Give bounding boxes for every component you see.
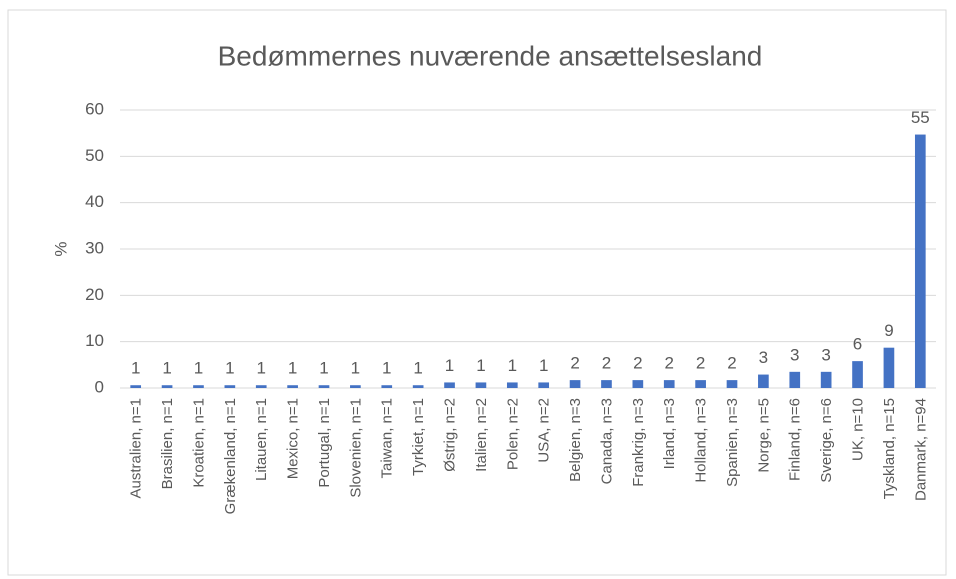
- x-tick-label: Litauen, n=1: [253, 398, 270, 481]
- data-label: 55: [911, 108, 930, 127]
- bar: [914, 134, 926, 388]
- y-tick-label: 20: [85, 285, 104, 304]
- data-label: 3: [759, 348, 768, 367]
- data-label: 2: [570, 354, 579, 373]
- x-tick-label: Irland, n=3: [661, 398, 678, 469]
- x-tick-label: Frankrig, n=3: [630, 398, 647, 487]
- data-label: 3: [790, 345, 799, 364]
- bar: [130, 385, 142, 388]
- data-label: 1: [351, 359, 360, 378]
- y-tick-label: 50: [85, 146, 104, 165]
- x-tick-label: Taiwan, n=1: [379, 398, 396, 478]
- bar: [444, 382, 455, 388]
- x-tick-label: Tyskland, n=15: [881, 398, 898, 499]
- y-tick-label: 10: [85, 331, 104, 350]
- x-tick-label: Grækenland, n=1: [222, 398, 239, 514]
- bar: [726, 380, 738, 388]
- bar: [381, 385, 393, 388]
- data-label: 1: [382, 359, 391, 378]
- data-label: 2: [696, 354, 705, 373]
- data-label: 1: [413, 359, 422, 378]
- data-label: 1: [256, 359, 265, 378]
- bar: [193, 385, 204, 388]
- bar: [820, 371, 832, 388]
- y-tick-label: 30: [85, 238, 104, 257]
- x-tick-label: Danmark, n=94: [912, 398, 929, 501]
- x-tick-label: Kroatien, n=1: [190, 398, 207, 488]
- x-tick-label: Mexico, n=1: [285, 398, 302, 479]
- bar: [538, 382, 550, 388]
- x-tick-label: Italien, n=2: [473, 398, 490, 472]
- bar: [883, 347, 895, 388]
- x-tick-label: Australien, n=1: [128, 398, 145, 498]
- bar: [663, 380, 675, 388]
- bar: [287, 385, 298, 388]
- data-label: 3: [821, 345, 830, 364]
- data-label: 1: [445, 356, 454, 375]
- y-tick-label: 40: [85, 192, 104, 211]
- chart-title: Bedømmernes nuværende ansættelsesland: [218, 40, 763, 71]
- bar: [255, 385, 267, 388]
- data-label: 2: [602, 354, 611, 373]
- x-tick-label: Østrig, n=2: [442, 398, 459, 472]
- bar: [758, 374, 769, 388]
- bar: [601, 380, 612, 388]
- bar: [569, 380, 581, 388]
- data-label: 1: [194, 359, 203, 378]
- data-label: 2: [727, 354, 736, 373]
- y-axis-label: %: [51, 241, 70, 256]
- data-label: 1: [539, 356, 548, 375]
- x-tick-label: Slovenien, n=1: [347, 398, 364, 498]
- bar: [695, 380, 706, 388]
- bar: [632, 380, 644, 388]
- bar: [789, 371, 801, 388]
- x-tick-label: Canada, n=3: [598, 398, 615, 484]
- bar: [350, 385, 361, 388]
- data-label: 2: [664, 354, 673, 373]
- data-label: 1: [162, 359, 171, 378]
- x-tick-label: UK, n=10: [850, 398, 867, 461]
- data-label: 1: [288, 359, 297, 378]
- bar: [161, 385, 173, 388]
- x-tick-label: Sverige, n=6: [818, 398, 835, 483]
- data-label: 9: [884, 321, 893, 340]
- data-label: 1: [225, 359, 234, 378]
- y-tick-label: 60: [85, 99, 104, 118]
- bar: [852, 361, 863, 388]
- data-label: 2: [633, 354, 642, 373]
- x-tick-label: Tyrkiet, n=1: [410, 398, 427, 476]
- bar: [224, 385, 236, 388]
- data-label: 1: [476, 356, 485, 375]
- x-tick-label: Brasilien, n=1: [159, 398, 176, 489]
- x-tick-label: Norge, n=5: [755, 398, 772, 473]
- data-label: 6: [853, 335, 862, 354]
- x-tick-label: Spanien, n=3: [724, 398, 741, 487]
- x-tick-label: Portugal, n=1: [316, 398, 333, 488]
- x-tick-label: Polen, n=2: [504, 398, 521, 470]
- chart-border: [7, 9, 947, 576]
- y-tick-label: 0: [95, 377, 104, 396]
- data-label: 1: [508, 356, 517, 375]
- x-tick-label: USA, n=2: [536, 398, 553, 463]
- bar: [475, 382, 487, 388]
- bar: [412, 385, 424, 388]
- data-label: 1: [131, 359, 140, 378]
- x-tick-label: Belgien, n=3: [567, 398, 584, 482]
- data-label: 1: [319, 359, 328, 378]
- x-tick-label: Holland, n=3: [693, 398, 710, 483]
- x-tick-label: Finland, n=6: [787, 398, 804, 481]
- bar: [506, 382, 518, 388]
- bar: [318, 385, 330, 388]
